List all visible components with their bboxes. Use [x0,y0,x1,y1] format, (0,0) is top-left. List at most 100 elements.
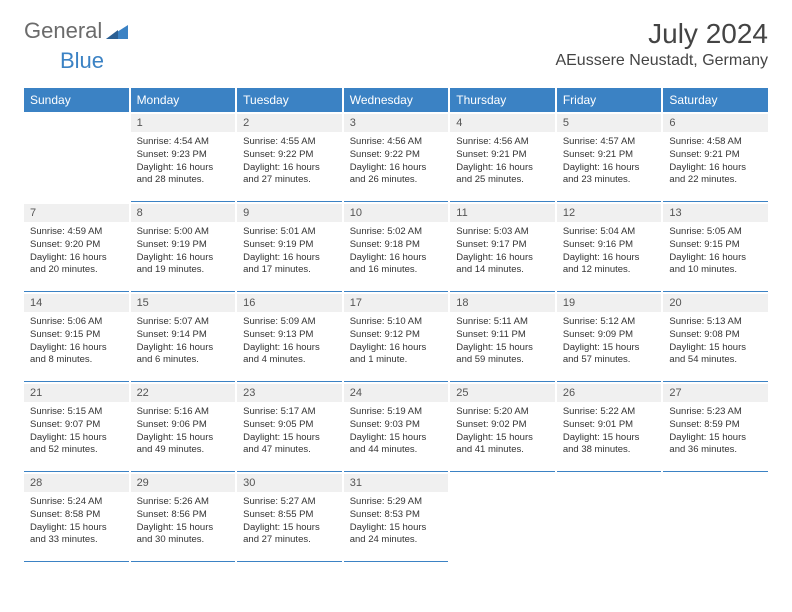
daylight-line: Daylight: 15 hours and 44 minutes. [350,432,443,458]
sunset-line: Sunset: 9:01 PM [563,419,656,432]
day-number: 23 [237,384,342,402]
day-cell: 31Sunrise: 5:29 AMSunset: 8:53 PMDayligh… [344,474,449,562]
day-cell: 17Sunrise: 5:10 AMSunset: 9:12 PMDayligh… [344,294,449,382]
day-info: Sunrise: 5:03 AMSunset: 9:17 PMDaylight:… [450,222,555,283]
daylight-line: Daylight: 15 hours and 36 minutes. [669,432,762,458]
day-cell: 8Sunrise: 5:00 AMSunset: 9:19 PMDaylight… [131,204,236,292]
day-cell: 24Sunrise: 5:19 AMSunset: 9:03 PMDayligh… [344,384,449,472]
day-info: Sunrise: 4:57 AMSunset: 9:21 PMDaylight:… [557,132,662,193]
day-header: Tuesday [237,88,342,112]
empty-cell [24,114,129,202]
day-info: Sunrise: 5:04 AMSunset: 9:16 PMDaylight:… [557,222,662,283]
day-cell: 21Sunrise: 5:15 AMSunset: 9:07 PMDayligh… [24,384,129,472]
daylight-line: Daylight: 16 hours and 19 minutes. [137,252,230,278]
day-cell: 1Sunrise: 4:54 AMSunset: 9:23 PMDaylight… [131,114,236,202]
sunrise-line: Sunrise: 5:29 AM [350,496,443,509]
day-cell: 25Sunrise: 5:20 AMSunset: 9:02 PMDayligh… [450,384,555,472]
day-number: 14 [24,294,129,312]
day-header: Sunday [24,88,129,112]
daylight-line: Daylight: 16 hours and 22 minutes. [669,162,762,188]
day-info: Sunrise: 5:22 AMSunset: 9:01 PMDaylight:… [557,402,662,463]
sunrise-line: Sunrise: 5:15 AM [30,406,123,419]
sunrise-line: Sunrise: 5:26 AM [137,496,230,509]
day-cell: 14Sunrise: 5:06 AMSunset: 9:15 PMDayligh… [24,294,129,382]
empty-cell [663,474,768,562]
day-cell: 7Sunrise: 4:59 AMSunset: 9:20 PMDaylight… [24,204,129,292]
day-info: Sunrise: 4:56 AMSunset: 9:21 PMDaylight:… [450,132,555,193]
sunrise-line: Sunrise: 5:05 AM [669,226,762,239]
day-number: 31 [344,474,449,492]
sunrise-line: Sunrise: 5:12 AM [563,316,656,329]
sunset-line: Sunset: 9:15 PM [669,239,762,252]
day-cell: 3Sunrise: 4:56 AMSunset: 9:22 PMDaylight… [344,114,449,202]
day-header: Friday [557,88,662,112]
sunrise-line: Sunrise: 5:16 AM [137,406,230,419]
day-cell: 19Sunrise: 5:12 AMSunset: 9:09 PMDayligh… [557,294,662,382]
sunset-line: Sunset: 9:21 PM [669,149,762,162]
sunset-line: Sunset: 8:59 PM [669,419,762,432]
day-info: Sunrise: 5:17 AMSunset: 9:05 PMDaylight:… [237,402,342,463]
day-info: Sunrise: 5:23 AMSunset: 8:59 PMDaylight:… [663,402,768,463]
day-info: Sunrise: 5:11 AMSunset: 9:11 PMDaylight:… [450,312,555,373]
sunrise-line: Sunrise: 4:57 AM [563,136,656,149]
day-header: Saturday [663,88,768,112]
day-number: 5 [557,114,662,132]
sunrise-line: Sunrise: 5:27 AM [243,496,336,509]
calendar-grid: SundayMondayTuesdayWednesdayThursdayFrid… [24,88,768,562]
sunset-line: Sunset: 9:11 PM [456,329,549,342]
sunrise-line: Sunrise: 5:11 AM [456,316,549,329]
day-cell: 23Sunrise: 5:17 AMSunset: 9:05 PMDayligh… [237,384,342,472]
day-cell: 10Sunrise: 5:02 AMSunset: 9:18 PMDayligh… [344,204,449,292]
day-number: 26 [557,384,662,402]
day-number: 25 [450,384,555,402]
sunrise-line: Sunrise: 5:09 AM [243,316,336,329]
day-number: 6 [663,114,768,132]
sunrise-line: Sunrise: 5:07 AM [137,316,230,329]
day-header: Monday [131,88,236,112]
day-cell: 30Sunrise: 5:27 AMSunset: 8:55 PMDayligh… [237,474,342,562]
daylight-line: Daylight: 15 hours and 57 minutes. [563,342,656,368]
day-info: Sunrise: 5:01 AMSunset: 9:19 PMDaylight:… [237,222,342,283]
sunset-line: Sunset: 9:08 PM [669,329,762,342]
day-number: 24 [344,384,449,402]
day-number: 17 [344,294,449,312]
logo: General [24,18,108,44]
daylight-line: Daylight: 16 hours and 25 minutes. [456,162,549,188]
daylight-line: Daylight: 16 hours and 10 minutes. [669,252,762,278]
daylight-line: Daylight: 16 hours and 6 minutes. [137,342,230,368]
sunset-line: Sunset: 9:05 PM [243,419,336,432]
day-info: Sunrise: 5:07 AMSunset: 9:14 PMDaylight:… [131,312,236,373]
sunrise-line: Sunrise: 4:55 AM [243,136,336,149]
sunrise-line: Sunrise: 5:03 AM [456,226,549,239]
day-number: 16 [237,294,342,312]
sunset-line: Sunset: 9:09 PM [563,329,656,342]
daylight-line: Daylight: 16 hours and 23 minutes. [563,162,656,188]
day-cell: 11Sunrise: 5:03 AMSunset: 9:17 PMDayligh… [450,204,555,292]
sunset-line: Sunset: 9:17 PM [456,239,549,252]
sunset-line: Sunset: 9:21 PM [456,149,549,162]
sunrise-line: Sunrise: 5:10 AM [350,316,443,329]
sunset-line: Sunset: 9:19 PM [137,239,230,252]
day-number: 7 [24,204,129,222]
sunrise-line: Sunrise: 5:00 AM [137,226,230,239]
logo-text-1: General [24,18,102,44]
day-number: 20 [663,294,768,312]
sunset-line: Sunset: 9:03 PM [350,419,443,432]
daylight-line: Daylight: 15 hours and 59 minutes. [456,342,549,368]
daylight-line: Daylight: 15 hours and 27 minutes. [243,522,336,548]
day-number: 13 [663,204,768,222]
day-info: Sunrise: 5:15 AMSunset: 9:07 PMDaylight:… [24,402,129,463]
day-info: Sunrise: 4:59 AMSunset: 9:20 PMDaylight:… [24,222,129,283]
day-info: Sunrise: 5:27 AMSunset: 8:55 PMDaylight:… [237,492,342,553]
sunset-line: Sunset: 9:21 PM [563,149,656,162]
day-number: 4 [450,114,555,132]
logo-text-2: Blue [60,48,104,73]
day-cell: 26Sunrise: 5:22 AMSunset: 9:01 PMDayligh… [557,384,662,472]
sunset-line: Sunset: 9:15 PM [30,329,123,342]
day-number: 9 [237,204,342,222]
day-info: Sunrise: 5:00 AMSunset: 9:19 PMDaylight:… [131,222,236,283]
daylight-line: Daylight: 15 hours and 24 minutes. [350,522,443,548]
day-info: Sunrise: 4:58 AMSunset: 9:21 PMDaylight:… [663,132,768,193]
day-number: 2 [237,114,342,132]
daylight-line: Daylight: 15 hours and 33 minutes. [30,522,123,548]
